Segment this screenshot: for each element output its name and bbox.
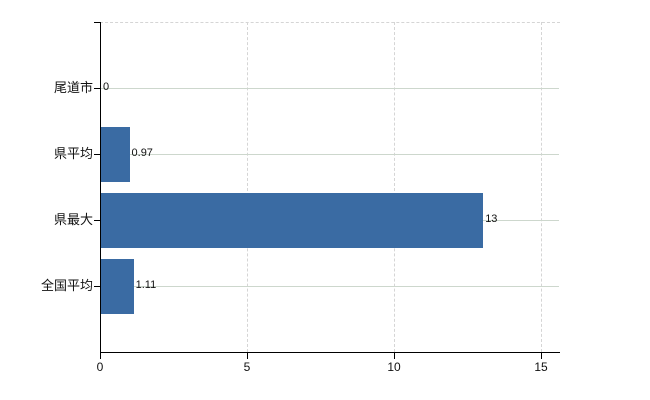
- x-tick: [247, 353, 248, 359]
- y-tick: [94, 154, 100, 155]
- category-label: 尾道市: [53, 80, 93, 95]
- y-axis-top-tick: [94, 22, 100, 23]
- x-gridline: [541, 22, 542, 352]
- y-tick: [94, 286, 100, 287]
- x-tick-label: 0: [96, 360, 104, 374]
- bar: [101, 192, 484, 248]
- category-label: 県平均: [53, 146, 93, 161]
- value-label: 0: [103, 81, 110, 93]
- value-label: 13: [485, 213, 498, 225]
- y-tick: [94, 220, 100, 221]
- x-axis: [100, 352, 560, 353]
- x-tick-label: 10: [387, 360, 401, 374]
- x-gridline: [394, 22, 395, 352]
- x-tick: [541, 353, 542, 359]
- x-tick: [394, 353, 395, 359]
- y-tick: [94, 88, 100, 89]
- plot-top-border: [100, 22, 560, 23]
- x-gridline: [247, 22, 248, 352]
- value-label: 1.11: [135, 279, 157, 291]
- category-gridline: [100, 154, 559, 155]
- bar: [101, 258, 134, 314]
- y-axis: [100, 22, 101, 352]
- category-gridline: [100, 88, 559, 89]
- category-label: 県最大: [53, 212, 93, 227]
- value-label: 0.97: [131, 147, 153, 159]
- x-tick-label: 15: [534, 360, 548, 374]
- x-tick: [100, 353, 101, 359]
- x-tick-label: 5: [243, 360, 251, 374]
- category-gridline: [100, 286, 559, 287]
- category-label: 全国平均: [40, 278, 93, 293]
- bar: [101, 126, 130, 182]
